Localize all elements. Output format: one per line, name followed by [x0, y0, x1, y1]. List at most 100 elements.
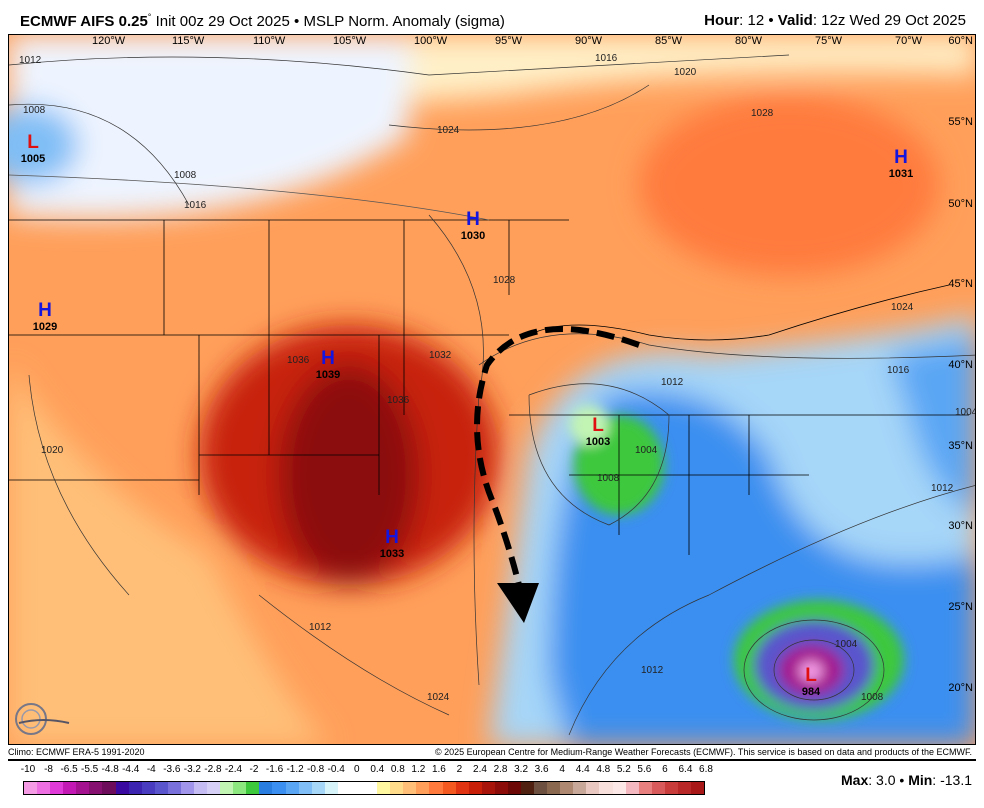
colorbar-swatch: [128, 782, 142, 794]
isobar-label: 1012: [19, 55, 42, 66]
max-value: 3.0: [876, 772, 896, 788]
colorbar-swatch: [115, 782, 129, 794]
colorbar-swatch: [220, 782, 234, 794]
pressure-center-l: L 1003: [586, 416, 610, 448]
separator: •: [899, 772, 905, 788]
isobar-label: 1024: [891, 302, 914, 313]
isobars: [9, 54, 975, 736]
lon-label: 105°W: [333, 35, 367, 47]
lat-label: 40°N: [948, 359, 973, 371]
high-marker: H: [321, 348, 335, 369]
low-marker: L: [592, 415, 604, 436]
lon-label: 100°W: [414, 35, 448, 47]
colorbar-tick: -1.2: [286, 764, 304, 775]
footer-divider: [8, 759, 976, 761]
colorbar-tick: -4.4: [122, 764, 140, 775]
colorbar-swatch: [599, 782, 613, 794]
colorbar-swatch: [429, 782, 443, 794]
lat-label: 30°N: [948, 520, 973, 532]
isobar-label: 1012: [641, 665, 664, 676]
isobar-label: 1004: [635, 445, 658, 456]
pressure-value: 1033: [379, 548, 405, 560]
colorbar-tick: 0.8: [390, 764, 405, 775]
pressure-value: 1029: [32, 321, 58, 333]
colorbar-tick: -10: [20, 764, 36, 775]
colorbar-tick: -0.8: [307, 764, 325, 775]
colorbar-swatch: [690, 782, 705, 794]
state-borders: [9, 174, 969, 555]
pressure-center-h: H 1033: [380, 528, 404, 560]
colorbar-swatch: [285, 782, 299, 794]
colorbar-tick: -6.5: [60, 764, 78, 775]
colorbar: [23, 781, 705, 795]
colorbar-swatch: [350, 782, 365, 794]
field-atlantic-low: [889, 335, 975, 515]
lat-label: 55°N: [948, 116, 973, 128]
motion-arrow: [474, 326, 641, 623]
colorbar-swatch: [481, 782, 495, 794]
colorbar-swatch: [154, 782, 168, 794]
isobar-label: 1016: [184, 200, 207, 211]
colorbar-swatch: [50, 782, 64, 794]
colorbar-tick: -8: [44, 764, 53, 775]
colorbar-tick: -5.5: [81, 764, 99, 775]
min-label: Min: [908, 772, 933, 788]
isobar-label: 1008: [597, 473, 620, 484]
anomaly-field: [9, 35, 975, 744]
lon-label: 95°W: [495, 35, 523, 47]
map-title: ECMWF AIFS 0.25° Init 00z 29 Oct 2025 • …: [20, 12, 505, 30]
field-hurricane-eye: [799, 661, 823, 681]
hour-value: 12: [747, 12, 765, 29]
colorbar-swatch: [468, 782, 482, 794]
colorbar-tick: -3.2: [183, 764, 201, 775]
colorbar-swatch: [246, 782, 260, 794]
pressure-center-h: H 1030: [461, 210, 485, 242]
colorbar-swatch: [612, 782, 626, 794]
colorbar-swatch: [442, 782, 456, 794]
isobar-label: 1012: [931, 483, 954, 494]
colorbar-swatch: [664, 782, 678, 794]
colorbar-tick: 2.8: [493, 764, 508, 775]
lon-label: 85°W: [655, 35, 683, 47]
degree-mark: °: [147, 12, 152, 22]
colorbar-swatch: [586, 782, 600, 794]
colorbar-tick: -1.6: [265, 764, 284, 775]
colorbar-swatch: [494, 782, 508, 794]
colorbar-swatch: [638, 782, 652, 794]
colorbar-tick: -3.6: [163, 764, 181, 775]
field-nw-low: [9, 105, 79, 185]
colorbar-swatch: [180, 782, 195, 794]
isobar-label: 1036: [287, 355, 310, 366]
lat-label: 45°N: [948, 278, 973, 290]
lon-label: 90°W: [575, 35, 603, 47]
lat-label: 60°N: [948, 35, 973, 47]
isobar-label: 1012: [661, 377, 684, 388]
pressure-value: 1003: [585, 436, 611, 448]
colorbar-swatch: [455, 782, 469, 794]
valid-info: Hour: 12 • Valid: 12z Wed 29 Oct 2025: [704, 12, 966, 29]
isobar-label: 1028: [751, 108, 774, 119]
anomaly-map: 120°W 115°W 110°W 105°W 100°W 95°W 90°W 85°W 80°…: [8, 34, 976, 745]
colorbar-swatch: [520, 782, 535, 794]
colorbar-tick: 2: [456, 764, 463, 775]
isobar-label: 1004: [835, 639, 858, 650]
colorbar-tick: 4.4: [575, 764, 590, 775]
high-marker: H: [385, 527, 399, 548]
lon-label: 80°W: [735, 35, 763, 47]
colorbar-swatch: [625, 782, 639, 794]
weatherbell-logo: [15, 703, 70, 735]
colorbar-tick: -2.8: [204, 764, 222, 775]
isobar-label: 1020: [674, 67, 697, 78]
isobar-label: 1020: [41, 445, 64, 456]
colorbar-swatch: [403, 782, 417, 794]
colorbar-swatch: [560, 782, 574, 794]
colorbar-swatch: [89, 782, 103, 794]
colorbar-tick: 0.4: [370, 764, 385, 775]
separator: •: [294, 13, 300, 30]
colorbar-tick: 5.6: [637, 764, 652, 775]
lon-label: 120°W: [92, 35, 126, 47]
colorbar-swatch: [377, 782, 391, 794]
colorbar-tick: 6.8: [699, 764, 713, 775]
isobar-label: 1016: [887, 365, 910, 376]
